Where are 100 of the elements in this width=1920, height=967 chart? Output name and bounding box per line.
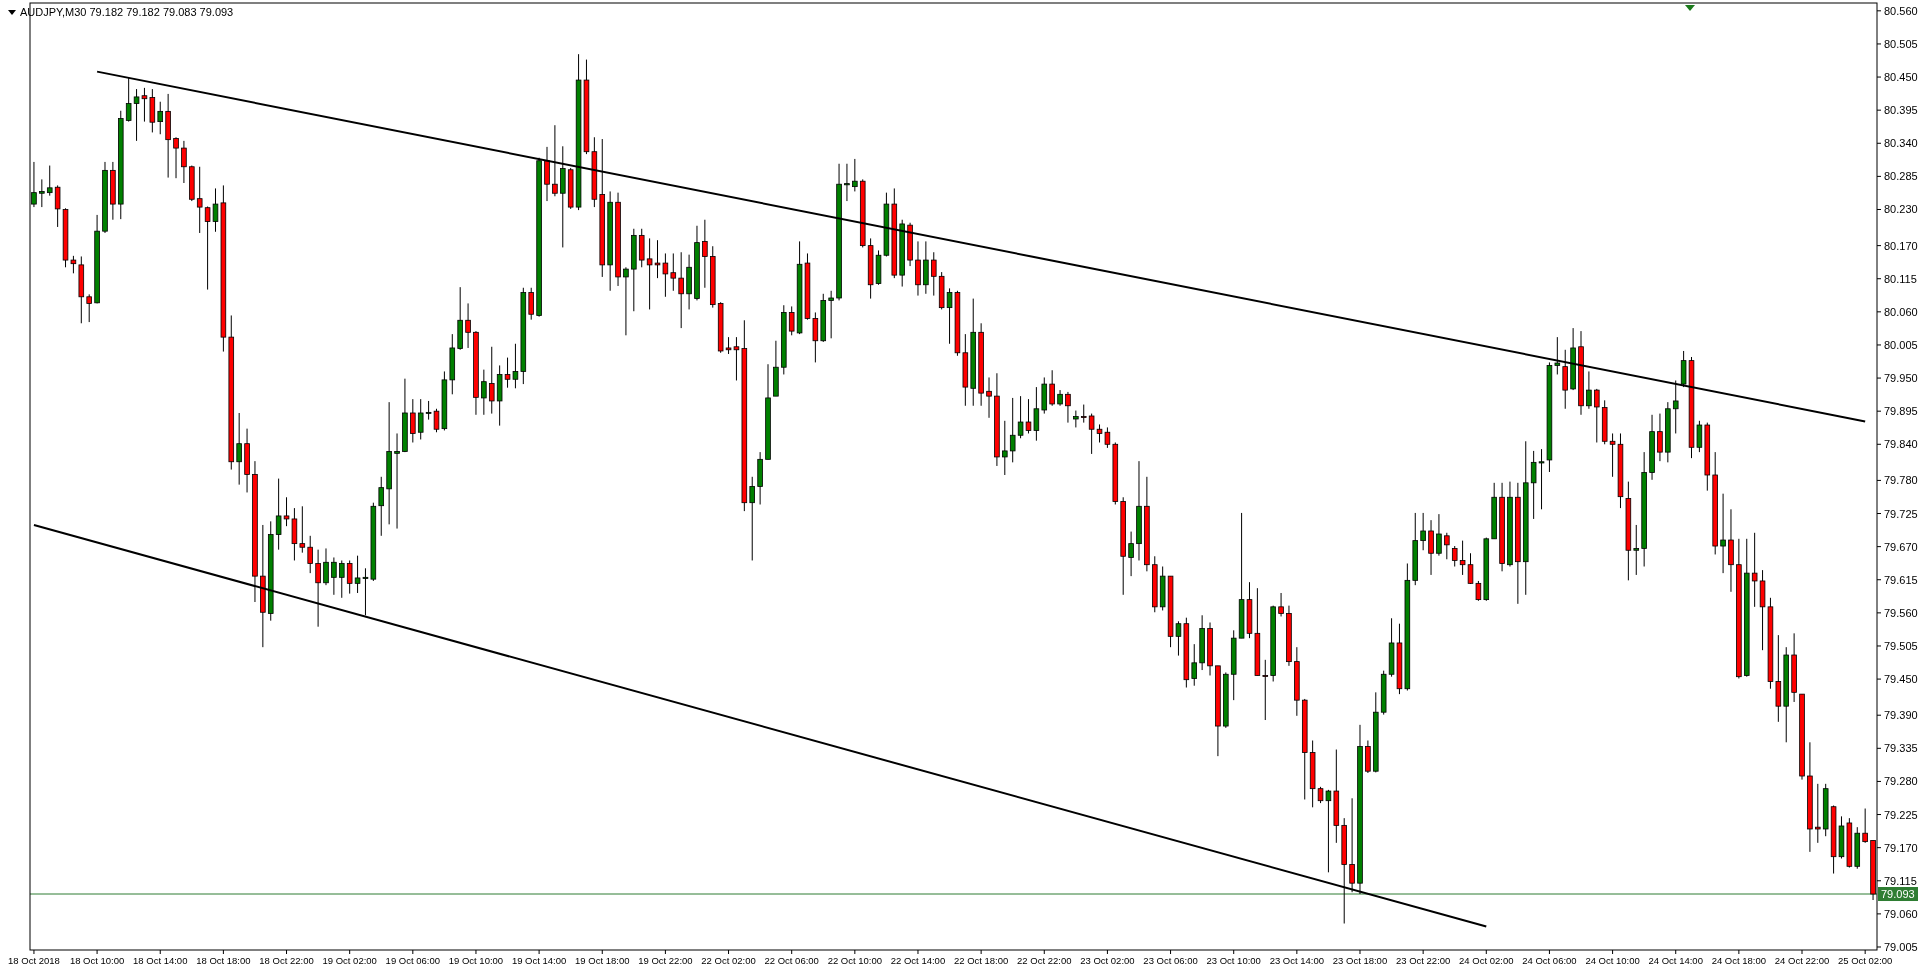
x-tick-label: 18 Oct 22:00: [259, 955, 314, 966]
candlestick: [1751, 532, 1758, 608]
candlestick: [275, 478, 282, 551]
y-tick-label: 79.225: [1884, 808, 1918, 821]
candlestick: [1436, 513, 1442, 557]
x-tick-label: 18 Oct 18:00: [196, 955, 251, 966]
candlestick: [788, 305, 795, 336]
y-tick-label: 80.450: [1884, 71, 1918, 84]
candlestick: [1586, 370, 1592, 410]
candlestick: [828, 290, 834, 339]
x-tick-label: 24 Oct 14:00: [1648, 955, 1703, 966]
x-tick-label: 19 Oct 06:00: [385, 955, 441, 966]
candlestick: [1530, 450, 1537, 520]
x-tick-label: 18 Oct 2018: [8, 955, 60, 966]
x-tick-label: 23 Oct 02:00: [1080, 955, 1135, 966]
x-tick-label: 19 Oct 02:00: [322, 955, 377, 966]
candlestick: [1862, 808, 1868, 844]
y-tick-label: 80.560: [1884, 4, 1918, 17]
candlestick: [1002, 420, 1008, 476]
candlestick: [315, 549, 321, 628]
y-tick-label: 80.115: [1884, 272, 1917, 285]
candlestick: [1088, 413, 1095, 455]
x-tick-label: 24 Oct 18:00: [1711, 955, 1767, 966]
candlestick: [46, 165, 53, 197]
candlestick: [1065, 391, 1071, 424]
candlestick: [481, 369, 487, 416]
candlestick: [1420, 512, 1426, 551]
x-tick-label: 22 Oct 02:00: [701, 955, 756, 966]
x-tick-label: 25 Oct 02:00: [1837, 955, 1893, 966]
candlestick: [1720, 493, 1726, 574]
candlestick: [394, 432, 400, 530]
x-tick-label: 23 Oct 14:00: [1269, 955, 1325, 966]
candlestick: [323, 547, 329, 586]
candlestick: [488, 346, 495, 415]
y-tick-label: 79.615: [1884, 573, 1918, 586]
y-tick-label: 79.560: [1884, 606, 1918, 619]
y-tick-label: 80.285: [1884, 170, 1918, 183]
y-tick-label: 80.060: [1884, 305, 1918, 318]
y-tick-label: 79.505: [1884, 639, 1918, 652]
candlestick: [1538, 448, 1545, 510]
y-tick-label: 80.230: [1884, 203, 1918, 216]
candlestick: [1562, 349, 1568, 410]
candlestick: [544, 146, 550, 202]
candlestick: [307, 535, 313, 574]
candlestick: [331, 556, 337, 596]
candlestick: [299, 505, 306, 554]
candlestick: [1049, 369, 1055, 407]
ref-line-label: 79.093: [1881, 888, 1915, 901]
candlestick: [931, 251, 937, 297]
candlestick: [173, 136, 179, 179]
x-tick-label: 22 Oct 14:00: [890, 955, 946, 966]
candlestick: [1128, 531, 1134, 577]
x-tick-label: 18 Oct 14:00: [133, 955, 188, 966]
y-tick-label: 80.505: [1884, 37, 1918, 50]
candlestick: [678, 251, 684, 329]
y-tick-label: 79.115: [1884, 874, 1917, 887]
candlestick: [1278, 592, 1284, 617]
x-tick-label: 19 Oct 14:00: [511, 955, 567, 966]
candlestick: [852, 158, 858, 192]
candlestick: [1444, 532, 1450, 560]
y-tick-label: 79.840: [1884, 438, 1918, 451]
candlestick: [670, 252, 677, 292]
candlestick: [157, 101, 163, 135]
y-tick-label: 79.335: [1884, 742, 1918, 755]
candlestick: [1009, 397, 1016, 463]
x-tick-label: 18 Oct 10:00: [69, 955, 125, 966]
y-tick-label: 79.060: [1884, 907, 1918, 920]
candlestick: [196, 166, 203, 234]
y-tick-label: 79.390: [1884, 709, 1918, 722]
y-tick-label: 79.780: [1884, 474, 1918, 487]
candlestick: [552, 124, 558, 197]
candlestick: [812, 311, 819, 363]
x-tick-label: 23 Oct 18:00: [1332, 955, 1388, 966]
candlestick: [749, 476, 755, 561]
x-tick-label: 23 Oct 10:00: [1206, 955, 1261, 966]
candlestick: [465, 302, 471, 349]
candlestick: [236, 412, 242, 486]
y-tick-label: 79.950: [1884, 372, 1918, 385]
candlestick: [623, 266, 629, 336]
x-tick-label: 19 Oct 10:00: [448, 955, 504, 966]
y-tick-label: 80.340: [1884, 137, 1918, 150]
candlestick: [54, 184, 61, 228]
x-tick-label: 23 Oct 22:00: [1395, 955, 1451, 966]
x-tick-label: 24 Oct 02:00: [1459, 955, 1514, 966]
candlestick: [378, 476, 385, 537]
candlestick: [1815, 783, 1821, 844]
candlestick: [702, 219, 708, 289]
y-tick-label: 79.280: [1884, 775, 1918, 788]
y-tick-label: 79.450: [1884, 673, 1918, 686]
x-tick-label: 22 Oct 10:00: [827, 955, 883, 966]
candlestick: [1594, 388, 1600, 443]
x-tick-label: 19 Oct 22:00: [638, 955, 693, 966]
candlestick: [1262, 659, 1269, 721]
candlestick: [1554, 336, 1561, 375]
chart-title: AUDJPY,M30 79.182 79.182 79.083 79.093: [20, 6, 234, 18]
candlestick: [346, 559, 353, 595]
x-tick-label: 22 Oct 18:00: [953, 955, 1009, 966]
candlestick: [410, 398, 416, 443]
x-tick-label: 24 Oct 22:00: [1774, 955, 1830, 966]
x-tick-label: 23 Oct 06:00: [1143, 955, 1198, 966]
